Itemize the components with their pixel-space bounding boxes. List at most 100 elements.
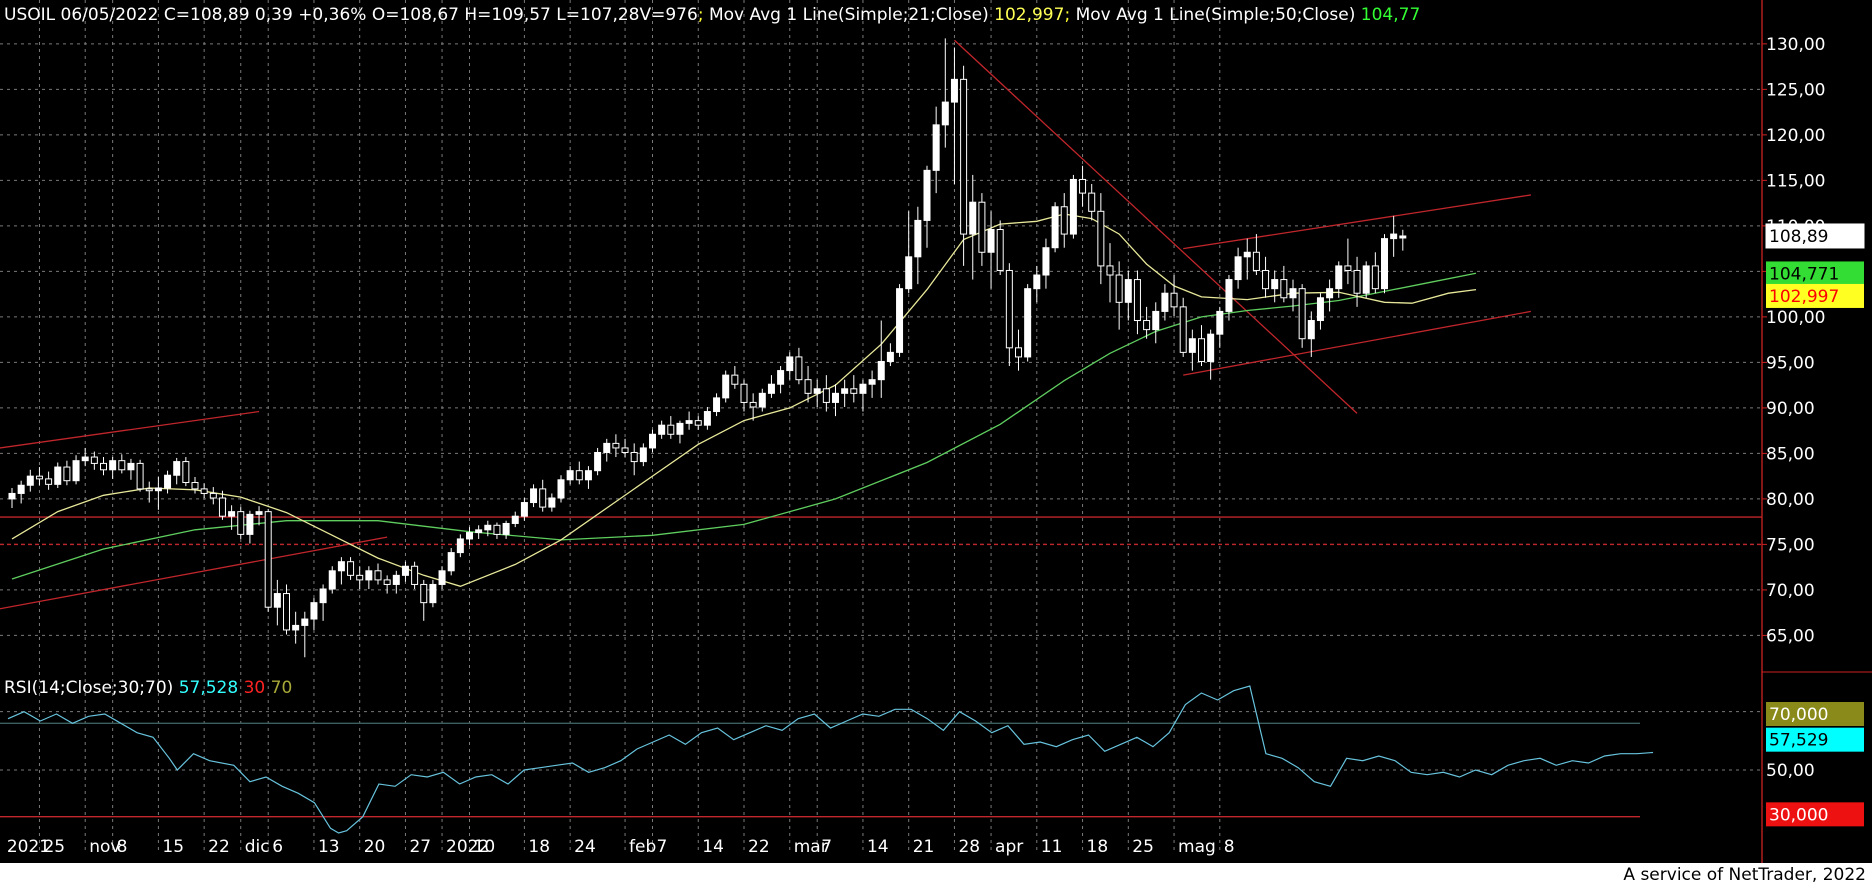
candle-body [127,462,135,471]
candle-body [1015,347,1022,358]
trendline [954,39,1358,414]
rsi-lower-tag-bg [1766,802,1864,827]
candle-body [1316,297,1324,322]
candle-body [1335,265,1343,290]
x-tick-label: dic [245,837,270,857]
candle-body [1124,279,1132,303]
candle-body [639,447,647,463]
candle-body [502,522,510,535]
symbol: USOIL [4,5,56,25]
x-tick-label: 25 [1132,837,1154,857]
last-price-tag: 108,89 [1769,227,1828,247]
ma50-line [11,272,1477,580]
candle-body [438,570,446,585]
candle-body [1390,233,1398,240]
ma50-label: Mov Avg 1 Line(Simple;50;Close) [1075,5,1356,25]
candle-body [969,201,977,235]
candle-body [90,456,98,464]
candle-body [1399,235,1407,239]
ma21-label: Mov Avg 1 Line(Simple;21;Close) [708,5,989,25]
candle-body [731,374,739,385]
candle-body [1115,274,1123,303]
candle-body [566,470,574,481]
candle-body [145,488,153,492]
candle-body [740,383,748,403]
candle-body [1051,206,1059,249]
x-tick-label: 24 [574,837,596,857]
high-value: H=109,57 [464,5,551,25]
candles [8,38,1407,658]
axes: 130,00125,00120,00115,00110,00105,00100,… [7,0,1872,863]
price-tick-label: 70,00 [1766,581,1815,601]
ma21-tag: 102,997 [1769,287,1839,307]
x-tick-label: 2021 [7,837,50,857]
candle-body [758,392,766,408]
candle-body [1097,210,1105,267]
candle-body [72,460,80,482]
trendlines [0,39,1532,610]
chart-svg: 130,00125,00120,00115,00110,00105,00100,… [0,0,1872,863]
candle-body [118,460,126,471]
x-tick-label: feb [629,837,656,857]
candle-body [676,422,684,435]
candle-body [1033,274,1041,290]
candle-body [804,379,812,394]
candle-body [886,351,894,362]
candle-body [1198,338,1205,362]
candle-body [1262,269,1270,290]
x-tick-label: 22 [208,837,230,857]
x-tick-label: 15 [162,837,184,857]
candle-body [1152,310,1160,331]
candle-body [466,532,473,540]
candle-body [255,511,263,515]
x-tick-label: mar [794,837,828,857]
candle-body [63,466,71,482]
candle-body [978,201,986,253]
candle-body [136,462,144,490]
candle-body [218,497,226,517]
candle-body [283,593,290,631]
candle-body [1069,178,1077,235]
candle-body [17,484,25,494]
candle-body [685,420,693,424]
candle-body [209,492,217,499]
candle-body [1381,238,1388,290]
candle-body [923,169,931,221]
volume-value: V=976 [639,5,698,25]
credit-text: A service of NetTrader, 2022 [1623,865,1866,885]
rsi-path [7,685,1654,834]
footer: A service of NetTrader, 2022 [0,863,1872,888]
x-tick-label: 10 [474,837,496,857]
candle-body [859,383,867,394]
candle-body [777,370,785,385]
candle-body [667,424,675,435]
candle-body [1289,288,1297,299]
candle-body [109,460,117,471]
candle-body [932,124,940,171]
candle-body [996,229,1004,271]
trendline [0,410,260,449]
candle-body [1143,320,1151,331]
x-tick-label: 2022 [446,837,489,857]
low-value: L=107,28 [556,5,640,25]
candle-body [1170,292,1178,308]
trendline [1183,310,1532,376]
candle-body [365,570,373,581]
candle-body [173,461,181,476]
candle-body [987,229,995,253]
x-tick-label: 28 [958,837,980,857]
trendline [1183,194,1531,250]
candle-body [26,475,34,486]
price-tick-label: 115,00 [1766,171,1825,191]
candle-body [1179,306,1187,353]
rsi-upper-tag: 70,000 [1769,705,1828,725]
ma21-tag-bg [1766,283,1864,308]
candle-body [1371,265,1379,290]
candle-body [1280,279,1288,299]
x-tick-label: 27 [409,837,431,857]
candle-body [658,424,666,435]
candle-body [1252,251,1260,271]
candle-body [539,488,547,508]
rsi-value-tag-bg [1766,727,1864,752]
candle-body [1362,265,1370,294]
